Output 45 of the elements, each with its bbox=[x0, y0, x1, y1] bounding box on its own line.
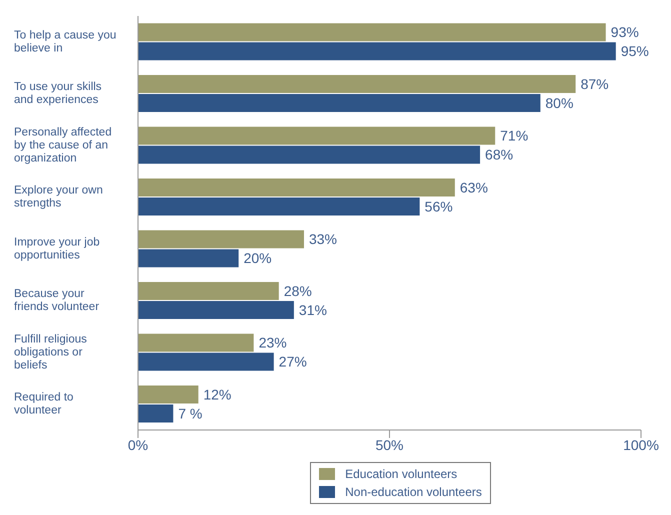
y-tick-label: Because your friends volunteer bbox=[14, 288, 100, 314]
data-label: 7 % bbox=[178, 405, 202, 422]
bar bbox=[138, 197, 420, 216]
data-label: 20% bbox=[244, 250, 272, 266]
data-label: 80% bbox=[545, 94, 574, 111]
y-tick-label: Required to volunteer bbox=[14, 392, 74, 417]
bar bbox=[138, 230, 304, 248]
data-label: 56% bbox=[424, 198, 453, 214]
bar bbox=[138, 94, 540, 112]
x-tick-label: 50% bbox=[375, 436, 404, 453]
data-label: 71% bbox=[500, 128, 528, 144]
y-tick-label: Improve your job opportunities bbox=[14, 236, 100, 262]
bar bbox=[138, 404, 174, 422]
y-tick-label: Personally affected by the cause of an organization bbox=[14, 126, 112, 164]
bar bbox=[138, 146, 480, 164]
data-label: 23% bbox=[258, 334, 287, 351]
data-label: 93% bbox=[610, 24, 639, 40]
bar bbox=[138, 300, 294, 319]
data-label: 27% bbox=[278, 354, 307, 370]
bar bbox=[138, 23, 606, 42]
x-tick-label: 0% bbox=[128, 436, 148, 453]
bar bbox=[138, 352, 274, 371]
y-tick-label: To use your skills and experiences bbox=[14, 81, 102, 106]
bar bbox=[138, 42, 616, 60]
legend-label: Education volunteers bbox=[344, 466, 458, 483]
bar bbox=[138, 282, 279, 300]
y-tick-label: Explore your own strengths bbox=[14, 184, 103, 210]
bar bbox=[138, 74, 576, 93]
data-label: 12% bbox=[203, 386, 232, 402]
x-tick-label: 100% bbox=[623, 436, 659, 453]
data-label: 68% bbox=[485, 146, 514, 163]
y-tick-label: To help a cause you believe in bbox=[14, 29, 116, 54]
data-label: 87% bbox=[580, 76, 609, 92]
bar bbox=[138, 126, 496, 145]
bar bbox=[138, 249, 239, 268]
bar bbox=[138, 334, 254, 352]
bar bbox=[138, 385, 198, 404]
y-tick-label: Fulfill religious obligations or beliefs bbox=[14, 333, 88, 372]
data-label: 33% bbox=[308, 231, 338, 248]
legend-label: Non-education volunteers bbox=[344, 484, 482, 501]
data-label: 63% bbox=[460, 179, 488, 196]
data-label: 31% bbox=[298, 302, 327, 318]
data-label: 28% bbox=[284, 282, 312, 299]
data-label: 95% bbox=[620, 43, 649, 60]
bar bbox=[138, 178, 455, 196]
